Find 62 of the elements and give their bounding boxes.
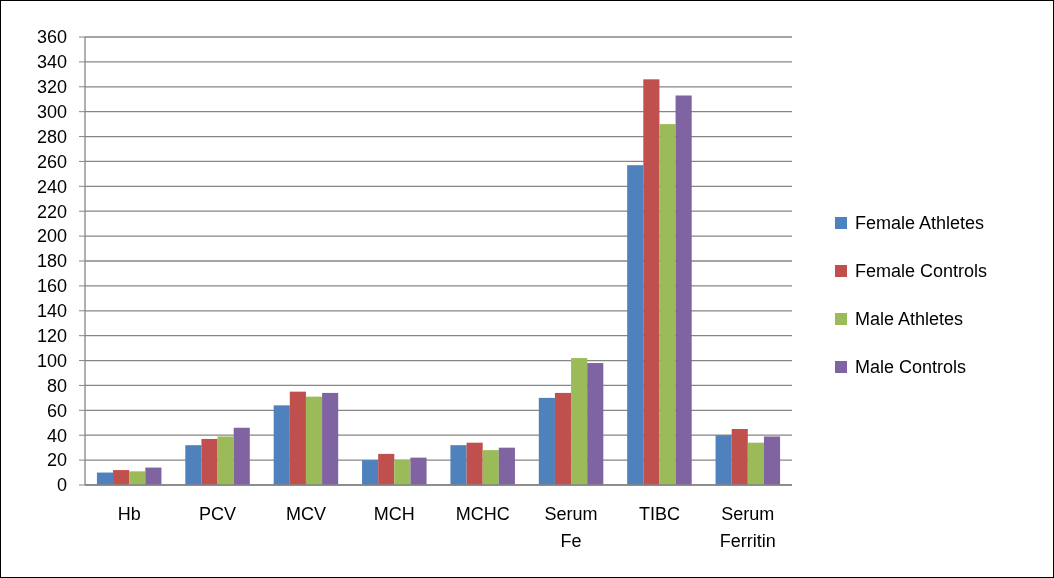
x-tick-label: MCHC xyxy=(455,504,510,524)
bar xyxy=(675,95,692,485)
x-tick-label: Serum Ferritin xyxy=(719,504,776,551)
y-tick-label: 100 xyxy=(36,350,67,371)
y-tick-label: 320 xyxy=(36,77,67,98)
bar xyxy=(498,447,515,485)
x-tick-label: PCV xyxy=(199,504,237,524)
x-tick-label: TIBC xyxy=(638,504,680,524)
y-tick-label: 240 xyxy=(36,176,67,197)
bar xyxy=(113,470,130,485)
bar xyxy=(538,397,555,485)
bar xyxy=(273,405,290,485)
y-tick-label: 40 xyxy=(46,425,67,446)
x-tick-label: Serum Fe xyxy=(544,504,598,551)
bar xyxy=(233,427,250,485)
bar xyxy=(466,442,483,485)
y-tick-label: 0 xyxy=(56,475,67,496)
bar xyxy=(763,436,781,485)
y-tick-label: 60 xyxy=(46,400,67,421)
bar xyxy=(450,445,467,485)
x-tick-label: Hb xyxy=(117,504,141,524)
y-tick-label: 200 xyxy=(36,226,67,247)
bar xyxy=(145,467,162,485)
bar xyxy=(394,460,411,485)
bar xyxy=(571,358,588,485)
bar xyxy=(587,363,604,485)
bar xyxy=(627,165,644,485)
bar xyxy=(322,392,339,485)
y-tick-label: 20 xyxy=(46,450,67,471)
bar xyxy=(410,457,427,485)
bar xyxy=(747,442,764,485)
y-tick-label: 340 xyxy=(36,52,67,73)
y-tick-label: 180 xyxy=(36,251,67,272)
bar xyxy=(289,391,306,485)
bar xyxy=(201,438,218,485)
y-tick-label: 280 xyxy=(36,126,67,147)
bar xyxy=(185,445,202,485)
bar xyxy=(305,396,323,485)
bar xyxy=(362,460,379,485)
bar xyxy=(129,471,146,485)
y-tick-label: 220 xyxy=(36,201,67,222)
y-tick-label: 160 xyxy=(36,276,67,297)
bar xyxy=(715,435,732,485)
x-tick-label: MCH xyxy=(373,504,415,524)
legend-label: Male Controls xyxy=(855,357,967,378)
bar xyxy=(731,429,748,485)
legend-label: Female Controls xyxy=(855,261,988,282)
bar xyxy=(482,450,499,485)
y-tick-label: 120 xyxy=(36,325,67,346)
y-tick-label: 140 xyxy=(36,301,67,322)
x-tick-label: MCV xyxy=(285,504,326,524)
bar xyxy=(217,436,234,485)
bar xyxy=(659,124,676,485)
y-tick-label: 260 xyxy=(36,151,67,172)
legend-label: Male Athletes xyxy=(855,309,964,330)
bar xyxy=(378,453,395,485)
bar xyxy=(554,392,572,485)
legend-label: Female Athletes xyxy=(855,213,985,234)
y-tick-label: 300 xyxy=(36,101,67,122)
y-tick-label: 80 xyxy=(46,375,67,396)
bar xyxy=(643,79,660,485)
y-tick-label: 360 xyxy=(36,27,67,48)
